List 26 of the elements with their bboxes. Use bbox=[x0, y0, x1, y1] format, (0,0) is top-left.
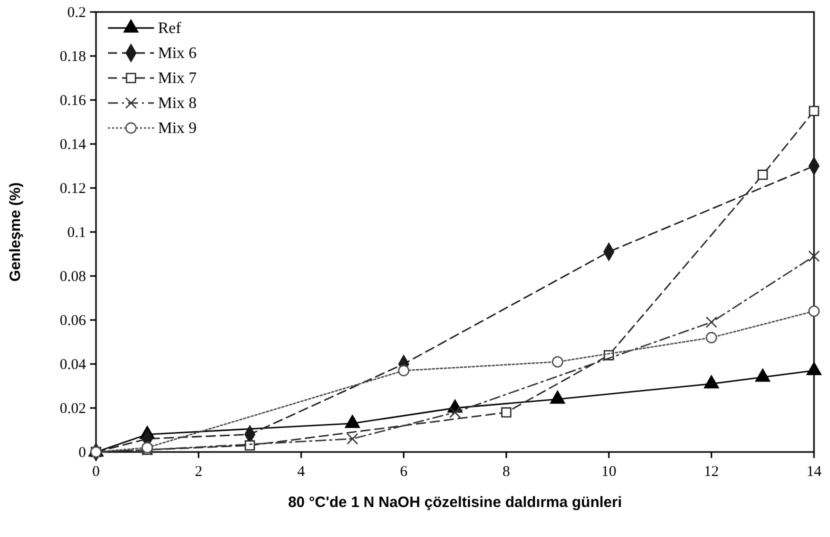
x-tick-label: 12 bbox=[704, 464, 719, 480]
y-tick-label: 0.12 bbox=[60, 181, 86, 197]
y-tick-label: 0.06 bbox=[60, 313, 86, 329]
x-axis-title: 80 °C'de 1 N NaOH çözeltisine daldırma günleri bbox=[288, 494, 622, 511]
legend-label: Mix 6 bbox=[158, 45, 197, 62]
legend-label: Mix 8 bbox=[158, 95, 197, 112]
legend-label: Mix 7 bbox=[158, 70, 197, 87]
x-tick-label: 0 bbox=[92, 464, 100, 480]
y-tick-label: 0.02 bbox=[60, 401, 86, 417]
x-tick-label: 6 bbox=[400, 464, 408, 480]
x-tick-label: 8 bbox=[502, 464, 510, 480]
x-tick-label: 14 bbox=[806, 464, 822, 480]
y-tick-label: 0.16 bbox=[60, 93, 86, 109]
y-tick-label: 0.08 bbox=[60, 269, 86, 285]
y-tick-label: 0.14 bbox=[60, 137, 86, 153]
y-tick-label: 0 bbox=[78, 445, 86, 461]
y-axis-title: Genleşme (%) bbox=[7, 182, 24, 282]
legend-label: Mix 9 bbox=[158, 120, 197, 137]
y-tick-label: 0.1 bbox=[67, 225, 86, 241]
y-tick-label: 0.2 bbox=[67, 5, 86, 21]
y-tick-label: 0.18 bbox=[60, 49, 86, 65]
x-tick-label: 10 bbox=[601, 464, 616, 480]
x-tick-label: 4 bbox=[297, 464, 306, 480]
legend-label: Ref bbox=[158, 20, 182, 37]
y-tick-label: 0.04 bbox=[60, 357, 86, 373]
x-tick-label: 2 bbox=[194, 464, 202, 480]
